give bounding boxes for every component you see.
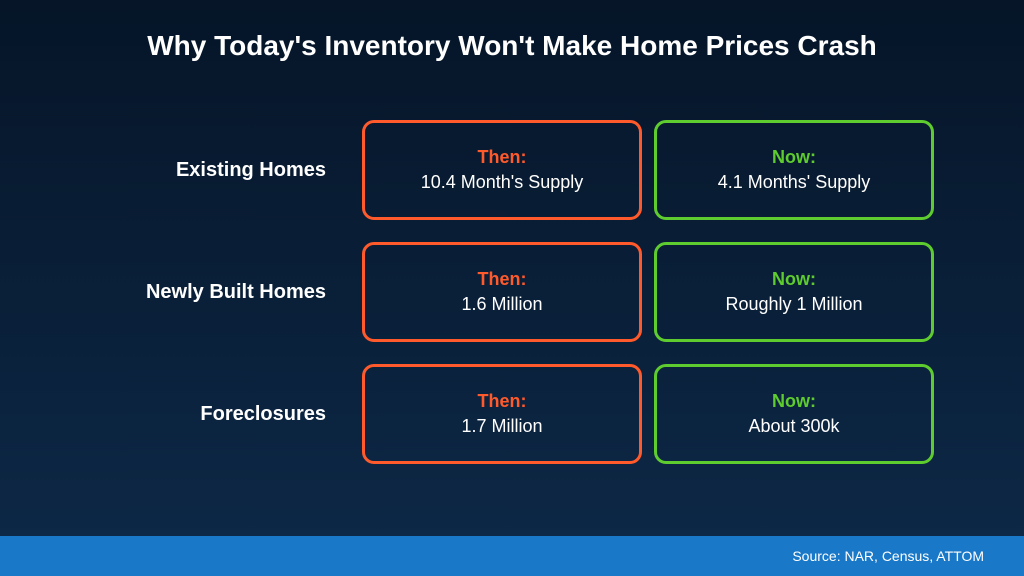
card-heading-then: Then: [478, 269, 527, 290]
footer-source-bar: Source: NAR, Census, ATTOM [0, 536, 1024, 576]
row-label-existing-homes: Existing Homes [90, 120, 350, 220]
card-newly-built-then: Then: 1.6 Million [362, 242, 642, 342]
comparison-grid: Existing Homes Then: 10.4 Month's Supply… [90, 120, 934, 464]
card-heading-then: Then: [478, 147, 527, 168]
card-existing-now: Now: 4.1 Months' Supply [654, 120, 934, 220]
slide-title: Why Today's Inventory Won't Make Home Pr… [0, 30, 1024, 62]
card-heading-now: Now: [772, 391, 816, 412]
card-value: Roughly 1 Million [725, 294, 862, 315]
card-foreclosures-now: Now: About 300k [654, 364, 934, 464]
card-heading-then: Then: [478, 391, 527, 412]
card-foreclosures-then: Then: 1.7 Million [362, 364, 642, 464]
card-value: 1.6 Million [461, 294, 542, 315]
source-text: Source: NAR, Census, ATTOM [792, 548, 984, 564]
row-label-foreclosures: Foreclosures [90, 364, 350, 464]
slide: Why Today's Inventory Won't Make Home Pr… [0, 0, 1024, 576]
card-value: About 300k [748, 416, 839, 437]
card-heading-now: Now: [772, 147, 816, 168]
card-heading-now: Now: [772, 269, 816, 290]
card-value: 1.7 Million [461, 416, 542, 437]
card-existing-then: Then: 10.4 Month's Supply [362, 120, 642, 220]
card-value: 4.1 Months' Supply [718, 172, 871, 193]
card-value: 10.4 Month's Supply [421, 172, 584, 193]
card-newly-built-now: Now: Roughly 1 Million [654, 242, 934, 342]
row-label-newly-built: Newly Built Homes [90, 242, 350, 342]
